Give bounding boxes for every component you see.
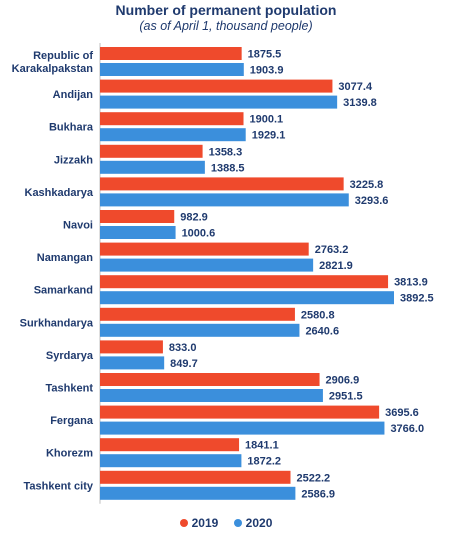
bar-2020-jizzakh — [100, 160, 205, 174]
data-label-2019-andijan: 3077.4 — [338, 81, 373, 93]
legend-swatch-2020 — [233, 518, 242, 527]
category-label-syrdarya: Syrdarya — [46, 350, 94, 362]
data-label-2020-fergana: 3766.0 — [390, 423, 424, 435]
category-label-line: Namangan — [37, 252, 94, 264]
data-label-2020-namangan: 2821.9 — [319, 260, 353, 272]
category-label-kashkadarya: Kashkadarya — [25, 187, 94, 199]
bar-2019-tashkent-city — [100, 470, 291, 484]
data-label-2019-navoi: 982.9 — [180, 212, 208, 224]
bar-2019-andijan — [100, 79, 333, 93]
data-label-2019-bukhara: 1900.1 — [250, 114, 284, 126]
category-label-line: Republic of — [33, 50, 93, 62]
data-label-2019-syrdarya: 833.0 — [169, 342, 197, 354]
bar-2019-navoi — [100, 210, 175, 223]
legend-label-2020: 2020 — [245, 516, 273, 530]
bar-2020-fergana — [100, 421, 385, 435]
category-label-line: Samarkand — [34, 285, 93, 297]
bar-2019-bukhara — [100, 112, 244, 126]
bar-2020-samarkand — [100, 291, 394, 305]
bar-2019-republic-of-karakalpakstan — [100, 47, 242, 60]
data-label-2019-tashkent-city: 2522.2 — [297, 472, 331, 484]
data-label-2019-fergana: 3695.6 — [385, 407, 419, 419]
category-label-bukhara: Bukhara — [49, 122, 94, 134]
category-label-line: Tashkent city — [24, 480, 94, 492]
data-label-2020-khorezm: 1872.2 — [247, 456, 281, 468]
data-label-2020-jizzakh: 1388.5 — [211, 162, 245, 174]
bar-2019-samarkand — [100, 275, 389, 289]
data-label-2019-namangan: 2763.2 — [315, 244, 349, 256]
category-label-tashkent-city: Tashkent city — [24, 480, 94, 492]
category-label-namangan: Namangan — [37, 252, 94, 264]
category-label-fergana: Fergana — [50, 415, 94, 427]
data-label-2019-kashkadarya: 3225.8 — [350, 179, 384, 191]
data-label-2020-samarkand: 3892.5 — [400, 293, 434, 305]
data-label-2019-samarkand: 3813.9 — [394, 277, 428, 289]
legend-item-2020: 2020 — [233, 516, 273, 530]
category-label-khorezm: Khorezm — [46, 448, 93, 460]
bar-2020-andijan — [100, 95, 338, 109]
category-label-line: Bukhara — [49, 122, 94, 134]
category-label-line: Syrdarya — [46, 350, 94, 362]
bar-2019-jizzakh — [100, 144, 203, 158]
data-label-2020-kashkadarya: 3293.6 — [355, 195, 389, 207]
data-label-2019-tashkent: 2906.9 — [326, 375, 360, 387]
data-label-2020-andijan: 3139.8 — [343, 97, 377, 109]
bar-2020-tashkent — [100, 389, 323, 402]
category-label-tashkent: Tashkent — [46, 383, 94, 395]
data-label-2020-bukhara: 1929.1 — [252, 130, 286, 142]
legend-swatch-2019 — [179, 518, 188, 527]
category-label-line: Navoi — [63, 220, 93, 232]
category-label-samarkand: Samarkand — [34, 285, 93, 297]
data-label-2019-republic-of-karakalpakstan: 1875.5 — [248, 49, 282, 61]
bar-2019-kashkadarya — [100, 177, 344, 191]
data-label-2020-navoi: 1000.6 — [182, 228, 216, 240]
bar-2019-tashkent — [100, 373, 320, 386]
category-label-line: Jizzakh — [54, 154, 93, 166]
legend: 2019 2020 — [0, 516, 452, 530]
data-label-2020-tashkent: 2951.5 — [329, 391, 363, 403]
legend-item-2019: 2019 — [179, 516, 219, 530]
bar-2020-khorezm — [100, 454, 242, 468]
bar-2019-surkhandarya — [100, 307, 295, 321]
bar-2019-fergana — [100, 405, 380, 419]
category-label-line: Fergana — [50, 415, 94, 427]
category-label-republic-of-karakalpakstan: Republic of Karakalpakstan — [12, 50, 94, 75]
category-label-line: Tashkent — [46, 383, 94, 395]
bar-2020-surkhandarya — [100, 323, 300, 337]
chart-subtitle: (as of April 1, thousand people) — [139, 19, 313, 33]
bar-2020-navoi — [100, 226, 176, 239]
bar-2020-kashkadarya — [100, 193, 349, 207]
bar-2019-syrdarya — [100, 340, 163, 354]
category-label-line: Kashkadarya — [25, 187, 94, 199]
bar-2020-republic-of-karakalpakstan — [100, 63, 244, 76]
data-label-2020-republic-of-karakalpakstan: 1903.9 — [250, 65, 284, 77]
bar-2020-bukhara — [100, 128, 246, 142]
category-label-navoi: Navoi — [63, 220, 93, 232]
category-label-surkhandarya: Surkhandarya — [20, 317, 94, 329]
category-label-line: Khorezm — [46, 448, 93, 460]
category-label-jizzakh: Jizzakh — [54, 154, 93, 166]
data-label-2019-khorezm: 1841.1 — [245, 440, 279, 452]
data-label-2019-surkhandarya: 2580.8 — [301, 309, 335, 321]
bar-2020-namangan — [100, 258, 314, 272]
category-label-andijan: Andijan — [53, 89, 94, 101]
category-label-line: Karakalpakstan — [12, 63, 94, 75]
data-label-2020-tashkent-city: 2586.9 — [301, 488, 335, 500]
category-label-line: Andijan — [53, 89, 94, 101]
data-label-2020-surkhandarya: 2640.6 — [305, 325, 339, 337]
chart-title: Number of permanent population — [115, 2, 337, 18]
bar-2019-namangan — [100, 242, 309, 256]
data-label-2020-syrdarya: 849.7 — [170, 358, 198, 370]
data-label-2019-jizzakh: 1358.3 — [209, 146, 243, 158]
bar-2020-syrdarya — [100, 356, 165, 370]
bar-2020-tashkent-city — [100, 486, 296, 500]
bar-2019-khorezm — [100, 438, 240, 452]
legend-label-2019: 2019 — [191, 516, 219, 530]
category-label-line: Surkhandarya — [20, 317, 94, 329]
